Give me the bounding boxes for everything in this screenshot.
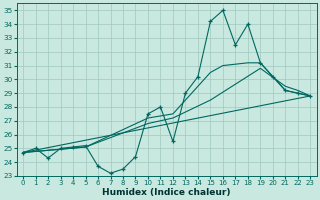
X-axis label: Humidex (Indice chaleur): Humidex (Indice chaleur): [102, 188, 231, 197]
